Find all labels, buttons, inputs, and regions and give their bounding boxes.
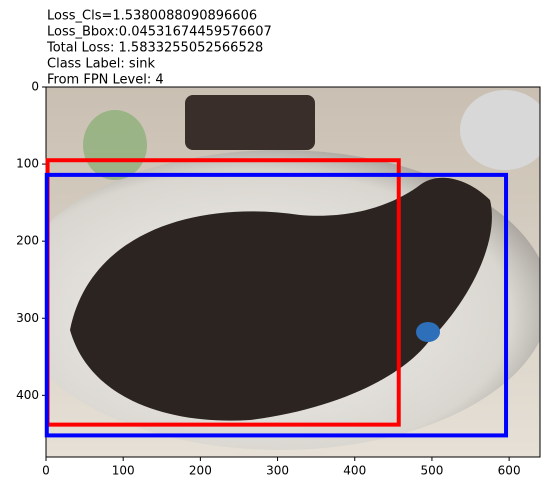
x-tick-label: 300 xyxy=(266,464,289,478)
photo xyxy=(46,87,540,457)
x-tick-label: 400 xyxy=(343,464,366,478)
title-line: From FPN Level: 4 xyxy=(47,73,164,88)
title-line: Class Label: sink xyxy=(47,57,156,72)
y-tick-label: 100 xyxy=(16,157,39,171)
y-tick-label: 0 xyxy=(31,80,39,94)
title-line: Loss_Cls=1.5380088090896606 xyxy=(47,9,257,24)
y-tick-label: 300 xyxy=(16,311,39,325)
y-tick-label: 200 xyxy=(16,234,39,248)
x-tick-label: 200 xyxy=(189,464,212,478)
x-tick-label: 100 xyxy=(112,464,135,478)
x-tick-label: 500 xyxy=(420,464,443,478)
y-tick-label: 400 xyxy=(16,388,39,402)
x-tick-label: 600 xyxy=(498,464,521,478)
title-line: Loss_Bbox:0.04531674459576607 xyxy=(47,25,272,40)
bounding-box xyxy=(44,172,509,438)
x-tick-label: 0 xyxy=(42,464,50,478)
title-line: Total Loss: 1.5833255052566528 xyxy=(46,41,263,56)
